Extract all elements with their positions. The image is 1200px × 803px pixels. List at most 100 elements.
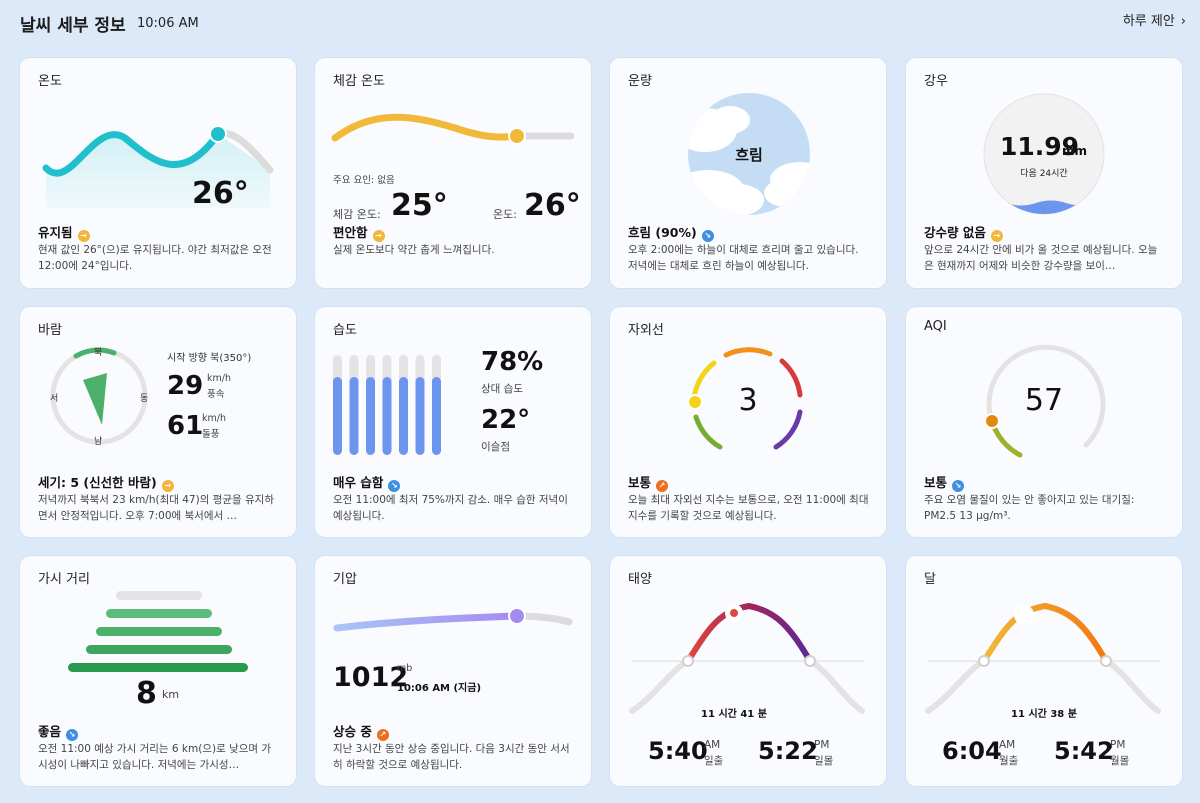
uv-gauge <box>687 347 803 450</box>
humidity-bar <box>432 377 441 455</box>
uv-value: 3 <box>738 383 758 418</box>
trend-steady-icon: → <box>990 230 1003 242</box>
trend-steady-icon: → <box>77 230 90 242</box>
rain-card[interactable]: 강우 11.99 mm 다음 24시간 강수량 없음 → 앞으로 24시간 안에 … <box>906 58 1182 288</box>
temp-value: 26° <box>524 188 581 223</box>
moonset-ampm: PM <box>1110 739 1126 751</box>
wind-gust-label: 돌풍 <box>202 429 220 440</box>
aqi-value: 57 <box>1024 383 1064 418</box>
aqi-indicator <box>984 413 1000 429</box>
trend-down-icon: ↘ <box>388 480 401 492</box>
sun-card[interactable]: 태양 11 시간 41 분 5:40 AM 일출 5:22 PM 일몰 <box>610 556 886 786</box>
card-title: 자외선 <box>628 323 664 338</box>
humidity-bar <box>366 377 375 455</box>
card-title: 체감 온도 <box>333 74 385 89</box>
sunrise-label: 일출 <box>704 755 724 767</box>
wind-desc: 저녁까지 북북서 23 km/h(최대 47)의 평균을 유지하면서 안정적입니… <box>38 494 275 522</box>
visibility-value: 8 <box>136 676 157 711</box>
feels-status: 편안함 → <box>333 222 385 242</box>
rain-unit: mm <box>1062 144 1088 158</box>
page-title: 날씨 세부 정보 <box>20 16 126 36</box>
humidity-card[interactable]: 습도 78% 상대 습도 22° 이슬점 매우 습함 ↘ 오전 11:00에 최저… <box>315 307 591 537</box>
temperature-graph <box>42 125 274 208</box>
moon-card[interactable]: 달 11 시간 38 분 6:04 AM 월출 5:42 PM 월몰 <box>906 556 1182 786</box>
feels-value: 25° <box>391 188 448 223</box>
moonset-time: 5:42 <box>1054 737 1114 765</box>
dew-point-label: 이슬점 <box>481 441 510 453</box>
wind-direction: 시작 방향 북(350°) <box>167 353 252 364</box>
wind-gust-unit: km/h <box>202 413 226 424</box>
daily-suggestion-link[interactable]: 하루 제안 › <box>1123 10 1186 29</box>
uv-status: 보통 ↗ <box>628 472 669 492</box>
daily-suggestion-label: 하루 제안 <box>1122 14 1175 29</box>
humidity-desc: 오전 11:00에 최저 75%까지 감소. 매우 습한 저녁이 예상됩니다. <box>333 494 568 522</box>
card-title: 강우 <box>924 74 948 89</box>
moon-icon <box>1014 605 1034 625</box>
visibility-status: 좋음 ↘ <box>38 721 79 741</box>
current-point <box>209 125 227 143</box>
humidity-bar <box>333 377 342 455</box>
humidity-bar <box>415 377 425 455</box>
visibility-desc: 오전 11:00 예상 가시 거리는 6 km(으)로 낮으며 가시성이 나빠지… <box>38 743 272 771</box>
temperature-value: 26° <box>192 176 249 211</box>
moonset-label: 월몰 <box>1110 755 1130 767</box>
trend-down-icon: ↘ <box>701 230 714 242</box>
chevron-right-icon: › <box>1180 14 1186 29</box>
rain-status: 강수량 없음 → <box>924 222 1003 242</box>
wind-card[interactable]: 바람 북 남 동 서 시작 방향 북(350°) 29 km/h 풍속 61 k… <box>20 307 296 537</box>
moonrise-label: 월출 <box>999 755 1019 767</box>
feels-like-card[interactable]: 체감 온도 주요 요인: 없음 체감 온도: 25° 온도: 26° 편안함 → … <box>315 58 591 288</box>
current-time: 10:06 AM <box>137 16 199 31</box>
pressure-value: 1012 <box>333 662 409 693</box>
card-title: 온도 <box>38 74 62 89</box>
rain-sub: 다음 24시간 <box>1020 169 1068 179</box>
wind-arrow-icon <box>83 373 107 425</box>
aqi-status: 보통 ↘ <box>924 472 965 492</box>
moon-duration: 11 시간 38 분 <box>1011 709 1077 720</box>
card-title: 가시 거리 <box>38 572 90 587</box>
humidity-bars <box>333 355 441 455</box>
uv-card[interactable]: 자외선 3 보통 ↗ 오늘 최대 자외선 지수는 보통으로, 오전 11:00에 … <box>610 307 886 537</box>
rain-gauge <box>983 93 1105 215</box>
card-title: 달 <box>924 572 936 587</box>
sunset-ampm: PM <box>814 739 830 751</box>
aqi-card[interactable]: AQI 57 보통 ↘ 주요 오염 물질이 있는 안 좋아지고 있는 대기질: P… <box>906 307 1182 537</box>
wind-speed-unit: km/h <box>207 373 231 384</box>
trend-up-icon: ↗ <box>656 480 669 492</box>
header: 날씨 세부 정보 10:06 AM 하루 제안 › <box>20 10 1186 38</box>
humidity-value: 78% <box>481 347 544 377</box>
uv-indicator <box>687 394 703 410</box>
humidity-bar <box>349 377 359 455</box>
wind-gust: 61 <box>167 411 204 441</box>
compass-north: 북 <box>94 348 103 358</box>
sunrise-time: 5:40 <box>648 737 708 765</box>
visibility-unit: km <box>162 688 180 701</box>
compass-east: 동 <box>140 394 149 404</box>
daylight-duration: 11 시간 41 분 <box>701 709 767 720</box>
moonrise-time: 6:04 <box>942 737 1002 765</box>
wind-compass <box>50 347 148 445</box>
temperature-desc: 현재 값인 26°(으)로 유지됩니다. 야간 최저값은 오전 12:00에 2… <box>38 244 272 272</box>
feels-label: 체감 온도: <box>333 208 381 221</box>
moonrise-ampm: AM <box>999 739 1016 751</box>
humidity-label: 상대 습도 <box>481 383 523 395</box>
card-title: 바람 <box>38 323 62 338</box>
cloud-status: 흐림 (90%) ↘ <box>628 222 714 242</box>
pressure-card[interactable]: 기압 1012 mb 10:06 AM (지금) 상승 중 ↗ 지난 3시간 동안… <box>315 556 591 786</box>
cloud-sky-graphic <box>688 93 810 215</box>
temp-label: 온도: <box>493 208 517 221</box>
humidity-bar <box>399 377 408 455</box>
wind-status: 세기: 5 (신선한 바람) → <box>38 472 174 492</box>
trend-down-icon: ↘ <box>952 480 965 492</box>
cloud-cover-card[interactable]: 운량 흐림 흐림 (90%) ↘ 오후 2:00에는 하늘이 대체로 흐리며 줄고… <box>610 58 886 288</box>
humidity-status: 매우 습함 ↘ <box>333 472 401 492</box>
card-title: AQI <box>924 319 947 334</box>
visibility-card[interactable]: 가시 거리 8 km 좋음 ↘ 오전 11:00 예상 가시 거리는 6 km(으… <box>20 556 296 786</box>
card-title: 기압 <box>333 572 357 587</box>
moon-arc <box>925 602 1161 714</box>
temperature-card[interactable]: 온도 26° 유지됨 → 현재 값인 26°(으)로 유지됩니다. 야간 최저값은… <box>20 58 296 288</box>
card-title: 습도 <box>333 323 357 338</box>
pressure-graph <box>333 607 573 632</box>
humidity-bar <box>382 377 392 455</box>
card-title: 태양 <box>628 572 652 587</box>
